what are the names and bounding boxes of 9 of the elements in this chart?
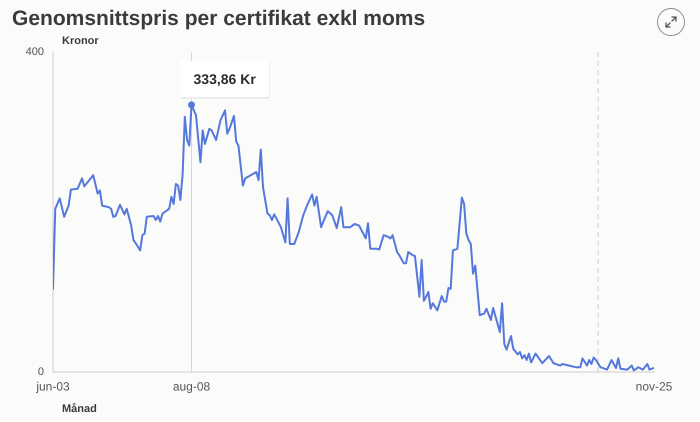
annotation: 333,86 Kr [194,70,256,87]
y-tick-label: 0 [38,366,44,378]
y-tick-label: 400 [26,46,44,58]
x-tick-label: jun-03 [35,380,70,394]
x-axis-title: Månad [62,402,97,415]
chart-title: Genomsnittspris per certifikat exkl moms [12,7,426,30]
x-tick-label: nov-25 [636,380,673,394]
x-tick-label: aug-08 [172,380,211,394]
y-axis-title: Kronor [62,35,100,47]
